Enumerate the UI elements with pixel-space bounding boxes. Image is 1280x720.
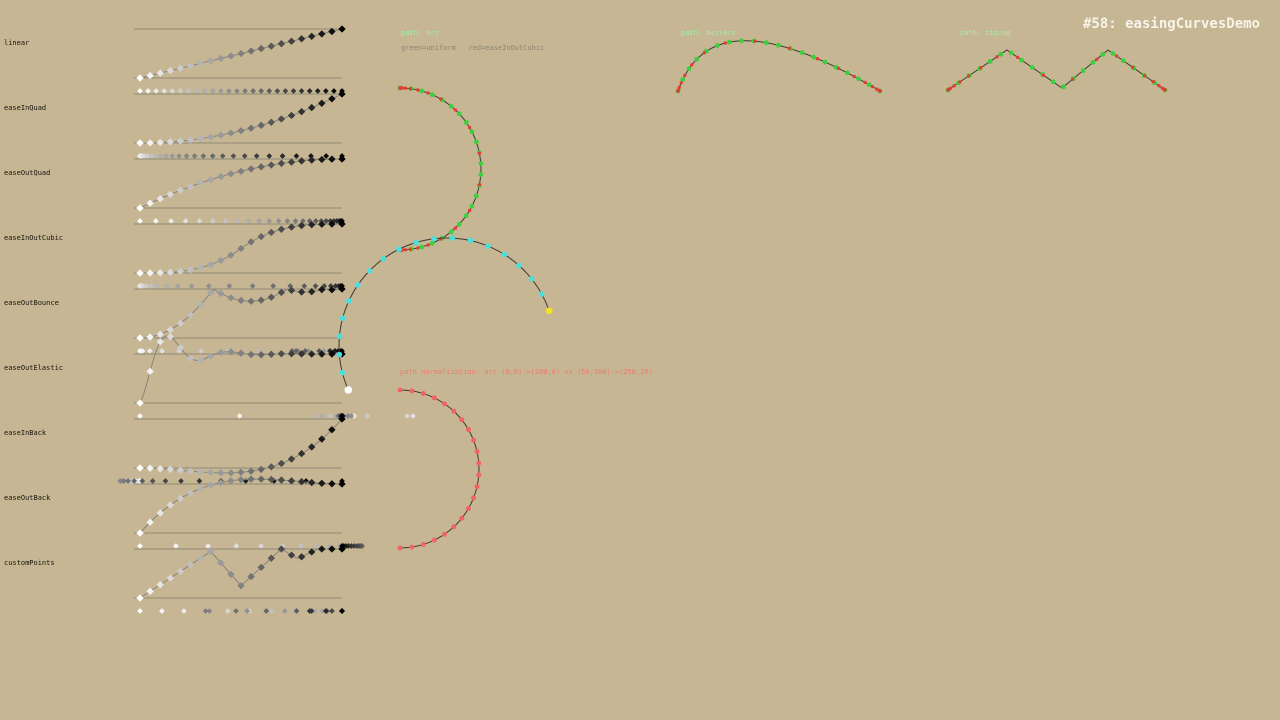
easing-curve-markers — [136, 332, 346, 407]
demo-path-line — [399, 389, 480, 549]
easing-label-easeOutBack: easeOutBack — [4, 494, 51, 502]
path-demo-beziers — [675, 38, 883, 94]
demo-dots-uniform — [397, 387, 482, 551]
demo-path-line — [677, 40, 881, 92]
easing-curve-line — [139, 158, 343, 209]
easing-row-easeOutQuad — [134, 155, 346, 224]
easing-label-easeInBack: easeInBack — [4, 429, 47, 437]
easing-dot-row — [137, 413, 416, 419]
easing-row-easeOutElastic — [134, 332, 416, 419]
path-demo-normalized-arc — [397, 387, 482, 551]
path-demo-zigzag — [945, 49, 1168, 93]
zigzag-demo-title: path: zigzag — [960, 29, 1011, 37]
easing-label-easeInQuad: easeInQuad — [4, 104, 47, 112]
easing-dot-row — [137, 153, 345, 159]
easing-curve-markers — [136, 475, 346, 537]
easing-curve-line — [139, 548, 342, 599]
beziers-demo-title: path: beziers — [681, 29, 736, 37]
demo-dots-uniform — [945, 50, 1168, 93]
easing-label-easeInOutCubic: easeInOutCubic — [4, 234, 64, 242]
demo-dots-easeInOutCubic — [676, 39, 882, 93]
easing-row-easeOutBack — [134, 475, 365, 549]
easing-curve-markers — [136, 545, 346, 602]
easing-row-customPoints — [134, 545, 346, 614]
page-title: #58: easingCurvesDemo — [1082, 16, 1260, 32]
path-demo-arc — [397, 85, 484, 253]
easing-dot-row — [137, 283, 345, 289]
easing-label-easeOutQuad: easeOutQuad — [4, 169, 51, 177]
easing-label-customPoints: customPoints — [4, 559, 55, 567]
easing-curve-markers — [136, 25, 346, 82]
path-start-marker-dot — [344, 386, 353, 394]
demo-path-line — [399, 87, 482, 251]
easing-curve-markers — [136, 285, 346, 342]
path-demo-big-arc — [336, 235, 553, 394]
easing-row-easeInOutCubic — [134, 220, 346, 289]
easing-dot-row — [137, 608, 345, 614]
arc-demo-title: path: arc — [401, 29, 439, 37]
easing-curve-markers — [136, 90, 346, 147]
easing-row-easeInBack — [117, 415, 346, 484]
demo-dots-uniform — [397, 85, 484, 253]
easing-row-easeInQuad — [134, 90, 346, 159]
easing-label-easeOutBounce: easeOutBounce — [4, 299, 59, 307]
easing-row-linear — [134, 25, 346, 94]
demo-dots-easeInOutCubic — [398, 86, 482, 252]
easing-curve-markers — [136, 155, 346, 212]
demo-dots-uniform — [675, 38, 883, 94]
easing-curve-line — [139, 335, 343, 404]
easing-label-linear: linear — [4, 39, 30, 47]
easing-dot-row — [137, 88, 345, 94]
easing-curve-markers — [136, 220, 346, 277]
normalization-title: path normalization: arc (0,0)->(200,0) v… — [400, 368, 653, 376]
easing-curve-line — [139, 93, 343, 144]
path-end-marker-dot — [545, 307, 553, 315]
easing-curve-markers — [136, 415, 346, 477]
demo-dots-easeInOutCubic — [946, 54, 1167, 92]
easing-row-easeOutBounce — [134, 285, 346, 354]
arc-demo-subtitle: green=uniform red=easeInOutCubic — [401, 44, 545, 52]
easing-label-easeOutElastic: easeOutElastic — [4, 364, 64, 372]
